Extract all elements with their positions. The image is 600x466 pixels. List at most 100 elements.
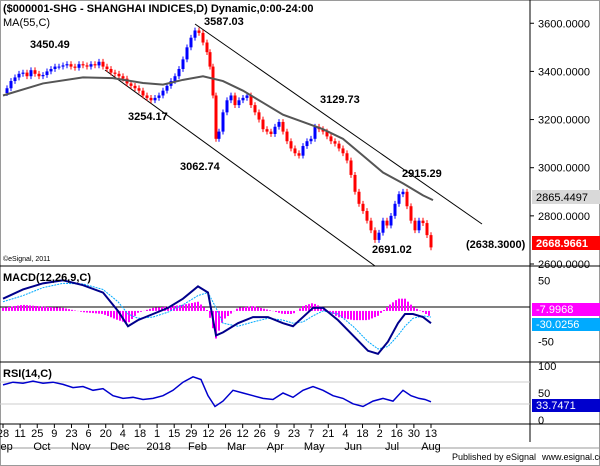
price-candle-body [97, 61, 101, 66]
last-value-box [532, 236, 600, 250]
price-candle-body [109, 69, 113, 73]
annotation-2691: 2691.02 [372, 244, 412, 256]
price-candle-body [425, 223, 429, 236]
price-candle-body [133, 85, 137, 89]
channel-upper-line [194, 23, 483, 225]
x-month-label: Apr [267, 441, 284, 453]
price-candle-body [285, 131, 289, 142]
price-candle-body [21, 72, 25, 74]
x-day-label: 9 [274, 428, 280, 440]
price-candle-body [265, 129, 269, 132]
price-ytick-label: 3000.0000 [538, 163, 590, 175]
price-candle-body [85, 65, 89, 67]
ma-series [2, 75, 434, 202]
x-day-label: 15 [168, 428, 180, 440]
price-candle-body [129, 83, 133, 86]
price-candle-body [357, 191, 361, 204]
price-series [5, 27, 433, 251]
channel-lower-line [104, 69, 376, 267]
macd-value-box [532, 303, 600, 316]
price-candle-body [217, 131, 221, 139]
price-candle-body [77, 64, 81, 68]
price-candle-body [417, 220, 421, 231]
x-month-label: Jun [344, 441, 362, 453]
rsi-ytick-label: 100 [538, 361, 556, 373]
x-day-label: 18 [356, 428, 368, 440]
price-candle-body [221, 112, 225, 132]
price-candle-body [301, 146, 305, 156]
x-month-label: Sep [0, 441, 13, 453]
price-candle-body [89, 64, 93, 67]
footer-site: www.esignal.com [541, 452, 600, 462]
x-day-label: 23 [65, 428, 77, 440]
price-candle-body [381, 220, 385, 233]
price-candle-body [189, 37, 193, 48]
price-candle-body [153, 97, 157, 101]
x-day-label: 28 [0, 428, 9, 440]
price-candle-body [261, 119, 265, 130]
price-candle-body [25, 72, 29, 77]
price-ytick-label: 2800.0000 [538, 211, 590, 223]
price-candle-body [165, 85, 169, 91]
price-ytick-label: 3600.0000 [538, 18, 590, 30]
price-candle-body [429, 235, 433, 248]
price-candle-body [185, 47, 189, 60]
price-candle-body [157, 95, 161, 98]
price-candle-body [173, 76, 177, 82]
price-candle-body [421, 220, 425, 224]
x-day-label: 6 [86, 428, 92, 440]
price-candle-body [53, 66, 57, 69]
price-candle-body [253, 105, 257, 113]
ma-value-text: 2865.4497 [536, 192, 588, 204]
x-month-label: Dec [110, 441, 130, 453]
price-candle-body [365, 211, 369, 221]
x-axis-labels: 28 11 25 9 23 6 20 4 18 1 15 29 12 26 12 26 9 23 7 21 4 18 2 16… [0, 424, 441, 453]
rsi-line [2, 375, 432, 408]
macd-title: MACD(12,26,9,C) [3, 272, 91, 284]
rsi-value-box [532, 399, 600, 412]
price-candle-body [208, 52, 212, 67]
price-candle-body [293, 148, 297, 154]
x-month-label: 2018 [146, 441, 170, 453]
price-candle-body [197, 30, 201, 33]
ma-value-box [532, 190, 600, 204]
macd-ytick-label: 50 [538, 275, 550, 287]
x-day-label: 18 [134, 428, 146, 440]
x-day-label: 1 [154, 428, 160, 440]
x-month-label: May [304, 441, 325, 453]
price-candle-body [325, 131, 329, 137]
annotation-3450: 3450.49 [30, 39, 70, 51]
x-month-label: Nov [71, 441, 91, 453]
rsi-title: RSI(14,C) [3, 368, 52, 380]
price-candle-body [401, 191, 405, 195]
price-candle-body [229, 95, 233, 101]
price-candle-body [81, 64, 85, 66]
price-candle-body [349, 160, 353, 175]
x-day-label: 12 [202, 428, 214, 440]
price-candle-body [113, 72, 117, 74]
annotation-3062: 3062.74 [180, 161, 221, 173]
price-candle-body [177, 69, 181, 77]
price-candle-body [141, 90, 145, 96]
signal-value-text: -30.0256 [536, 319, 579, 331]
x-day-label: 20 [100, 428, 112, 440]
price-candle-body [337, 143, 341, 149]
price-candle-body [289, 141, 293, 149]
price-candle-body [201, 32, 205, 43]
macd-line [2, 279, 432, 356]
price-candle-body [5, 88, 9, 94]
annotation-2638: (2638.3000) [466, 239, 526, 251]
macd-histogram [2, 298, 430, 339]
rsi-ytick-label: 0 [538, 415, 544, 427]
price-candle-body [37, 73, 41, 77]
x-month-label: Aug [421, 441, 441, 453]
price-candle-body [353, 174, 357, 192]
price-candle-body [313, 126, 317, 139]
price-candle-body [369, 220, 373, 231]
price-candle-body [241, 97, 245, 101]
x-day-label: 25 [31, 428, 43, 440]
price-candle-body [29, 70, 33, 77]
price-candle-body [405, 191, 409, 207]
price-candle-body [73, 66, 77, 68]
price-candle-body [409, 206, 413, 221]
